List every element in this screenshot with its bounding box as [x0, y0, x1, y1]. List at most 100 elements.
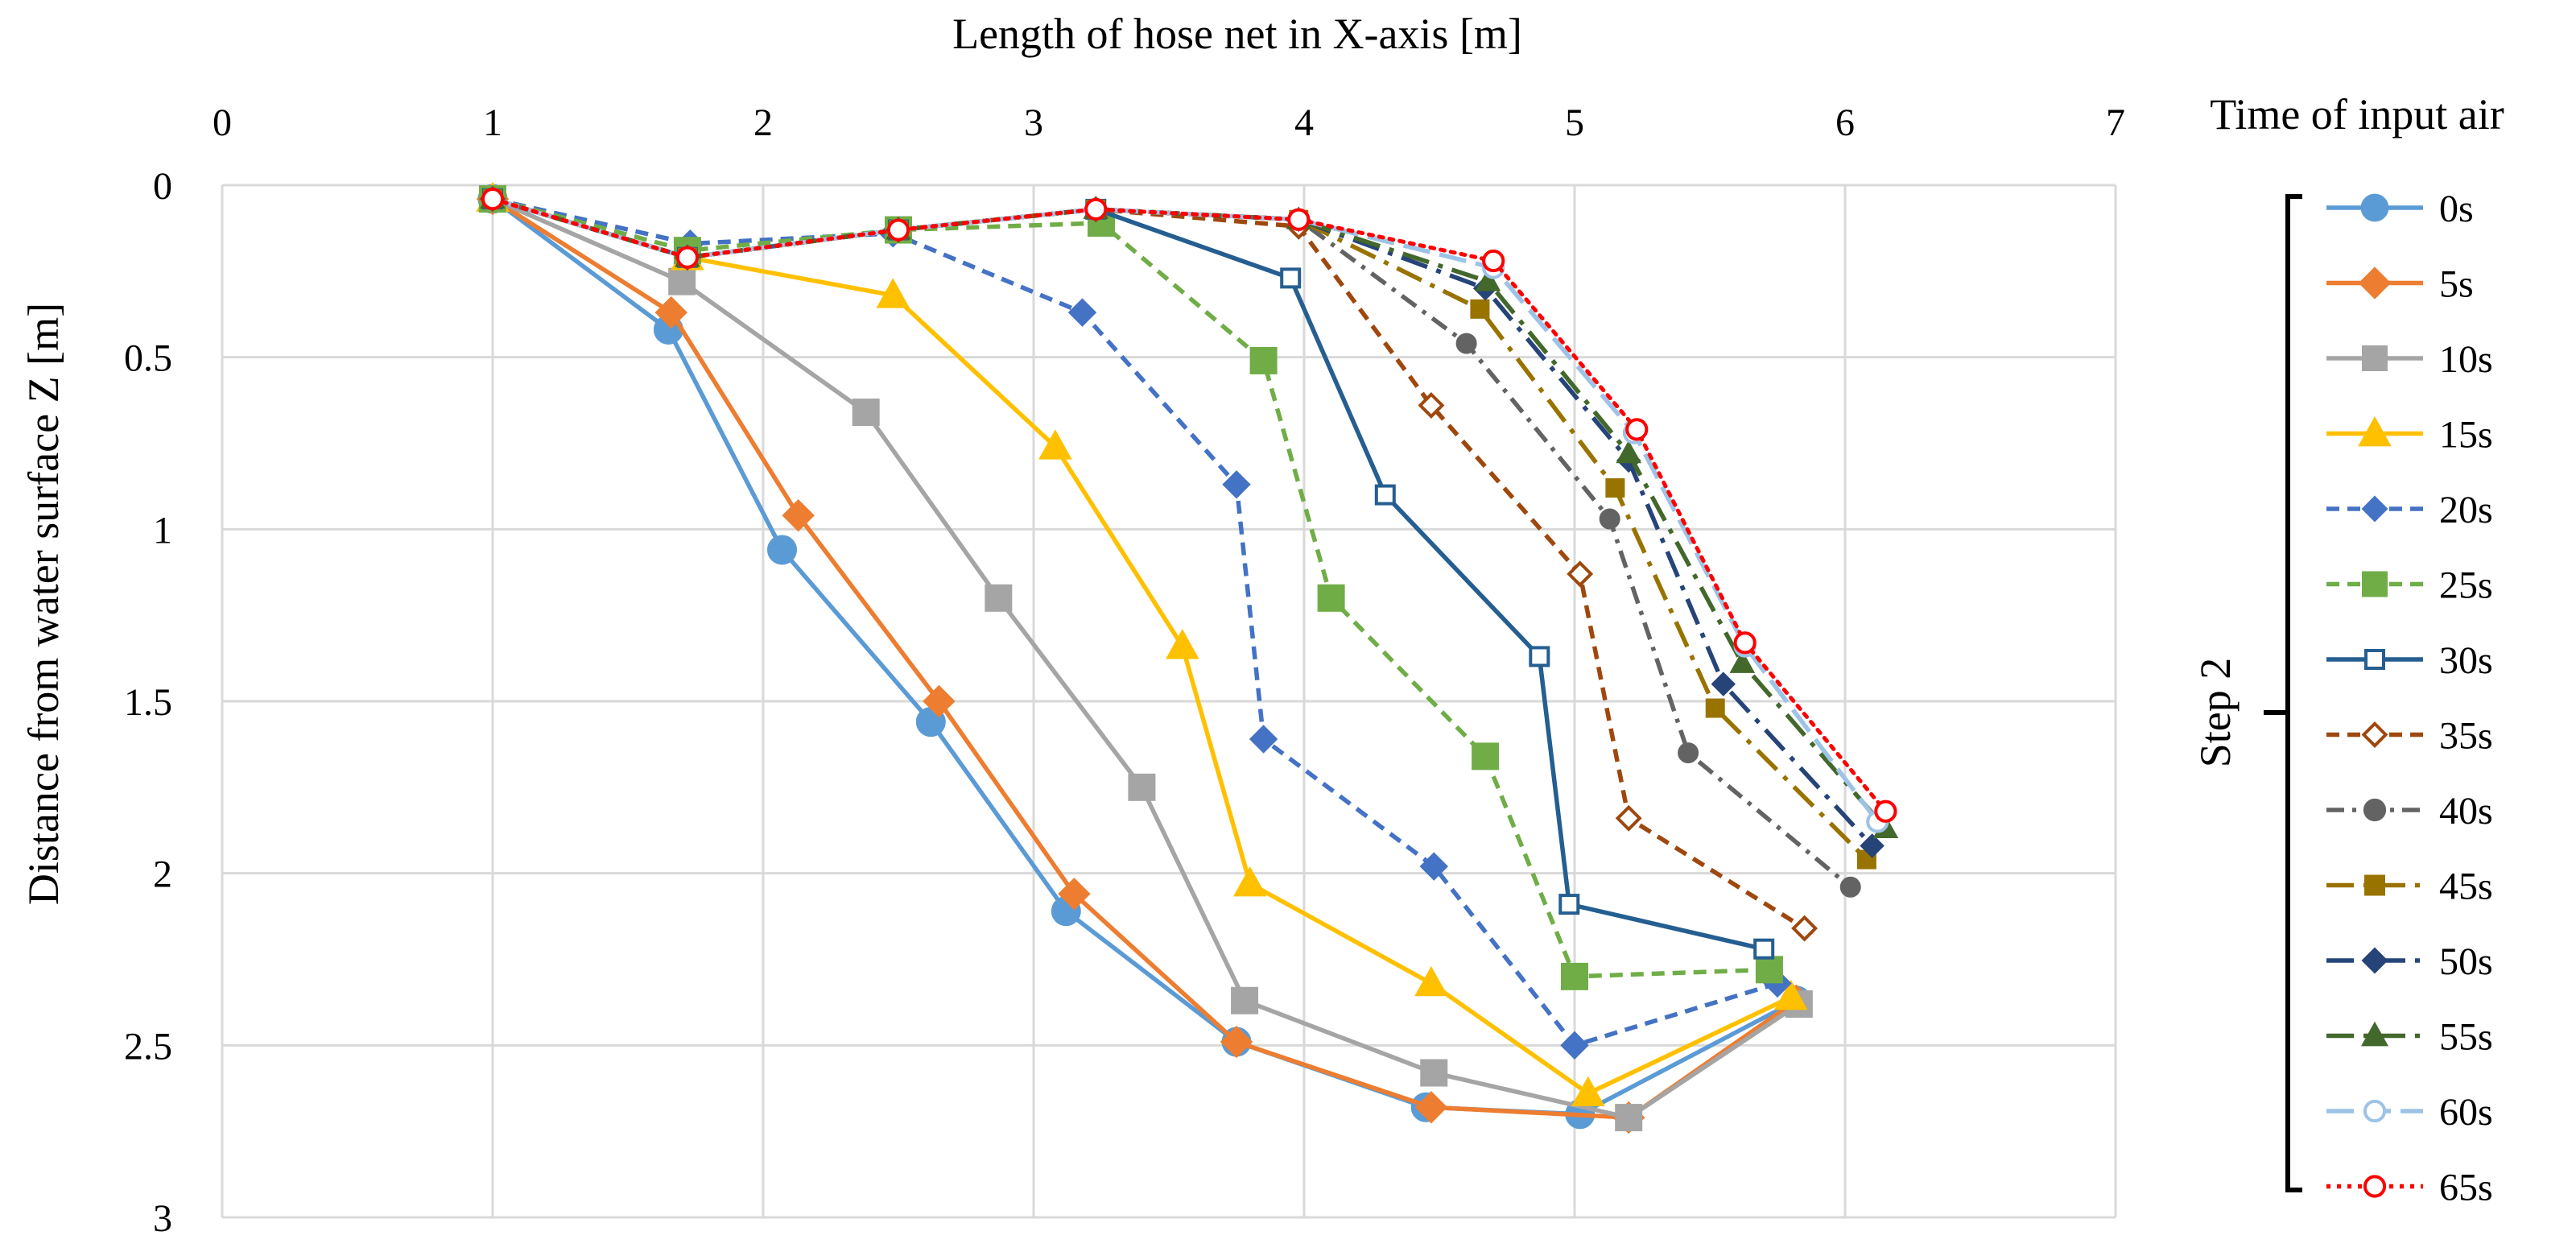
data-point: [1625, 418, 1649, 441]
y-tick-label: 0.5: [124, 337, 172, 380]
data-point: [1414, 965, 1448, 997]
series-line-40s: [492, 196, 1852, 889]
y-tick-label: 1.5: [124, 681, 172, 724]
x-tick-label: 7: [2106, 101, 2125, 144]
data-point: [1529, 646, 1550, 667]
data-point: [1084, 197, 1108, 221]
y-axis-title: Distance from water surface Z [m]: [19, 303, 68, 905]
data-point: [1874, 799, 1897, 823]
legend-item-50s: 50s: [2326, 940, 2493, 983]
series-line-35s: [492, 196, 1806, 931]
legend-label: 60s: [2439, 1091, 2493, 1134]
data-point: [1220, 1025, 1253, 1059]
legend-item-40s: 40s: [2326, 790, 2493, 833]
step-bracket: [2264, 194, 2302, 1192]
legend-item-45s: 45s: [2326, 866, 2493, 908]
data-point: [654, 295, 687, 329]
legend-item-25s: 25s: [2326, 564, 2493, 607]
legend-label: 55s: [2439, 1016, 2493, 1059]
x-tick-label: 0: [213, 101, 232, 144]
x-tick-label: 4: [1294, 101, 1314, 144]
legend-label: 35s: [2439, 715, 2493, 758]
data-point: [767, 535, 798, 565]
data-point: [886, 218, 910, 242]
legend-item-15s: 15s: [2326, 414, 2493, 457]
data-point: [1839, 876, 1861, 898]
data-point: [1058, 878, 1091, 911]
data-point: [1860, 833, 1885, 858]
data-point: [1571, 1076, 1605, 1107]
data-point: [876, 278, 910, 308]
series-line-25s: [492, 196, 1770, 979]
x-tick-label: 1: [483, 101, 502, 144]
series-5s: [476, 182, 1813, 1134]
data-point: [1249, 725, 1278, 754]
data-point: [782, 499, 815, 532]
data-point: [481, 187, 505, 211]
x-tick-label: 5: [1565, 101, 1584, 144]
legend-label: 30s: [2439, 639, 2493, 682]
data-point: [1374, 484, 1396, 506]
data-point: [2363, 798, 2387, 822]
data-point: [1249, 346, 1278, 374]
legend-item-60s: 60s: [2326, 1091, 2493, 1134]
data-point: [2361, 947, 2388, 974]
data-point: [1222, 470, 1251, 499]
data-point: [2358, 266, 2392, 300]
data-point: [1231, 986, 1259, 1014]
data-point: [1561, 962, 1588, 990]
legend-title: Time of input air: [2210, 90, 2504, 138]
data-point: [2364, 649, 2385, 670]
data-point: [2360, 1021, 2389, 1047]
legend-item-20s: 20s: [2326, 489, 2493, 531]
legend-label: 25s: [2439, 564, 2493, 607]
legend-item-55s: 55s: [2326, 1016, 2493, 1059]
data-point: [2364, 874, 2385, 896]
data-point: [1733, 631, 1757, 655]
series-40s: [482, 188, 1861, 898]
y-tick-label: 2: [153, 853, 172, 896]
data-point: [2363, 1099, 2387, 1123]
data-point: [1755, 956, 1783, 984]
data-point: [1280, 267, 1302, 289]
data-point: [1616, 440, 1641, 464]
data-point: [923, 684, 956, 718]
legend-label: 45s: [2439, 866, 2493, 908]
data-point: [1455, 333, 1477, 354]
data-point: [1791, 915, 1818, 942]
data-point: [2358, 416, 2392, 447]
data-point: [1705, 698, 1725, 718]
gridlines: [221, 184, 2117, 1219]
data-point: [1560, 1031, 1589, 1060]
data-point: [1711, 671, 1736, 696]
x-tick-label: 6: [1835, 101, 1855, 144]
series-lines: [476, 181, 1899, 1134]
legend-item-35s: 35s: [2326, 715, 2493, 758]
x-tick-label: 3: [1024, 101, 1043, 144]
data-point: [1567, 560, 1594, 588]
data-point: [852, 399, 880, 427]
data-point: [2361, 495, 2388, 523]
data-point: [1067, 298, 1097, 327]
y-tick-labels: 0 0.5 1 1.5 2 2.5 3: [124, 165, 172, 1240]
y-tick-label: 3: [153, 1197, 172, 1240]
bracket-line: [2285, 194, 2302, 1192]
data-point: [1475, 268, 1501, 291]
series-line-5s: [491, 196, 1798, 1120]
data-point: [1470, 299, 1490, 319]
data-point: [1418, 392, 1445, 419]
legend-label: 0s: [2439, 188, 2474, 230]
data-point: [1233, 866, 1267, 897]
legend-item-30s: 30s: [2326, 639, 2493, 682]
group-label: Step 2: [2191, 658, 2240, 768]
series-65s: [481, 187, 1897, 823]
data-point: [1774, 980, 1808, 1010]
y-tick-label: 1: [153, 509, 172, 552]
data-point: [1605, 478, 1625, 498]
x-tick-labels: 0 1 2 3 4 5 6 7: [213, 101, 2125, 144]
data-point: [1615, 1104, 1643, 1132]
data-point: [1615, 804, 1642, 832]
y-tick-label: 2.5: [124, 1025, 172, 1068]
data-point: [1128, 773, 1156, 801]
legend-label: 20s: [2439, 489, 2493, 531]
